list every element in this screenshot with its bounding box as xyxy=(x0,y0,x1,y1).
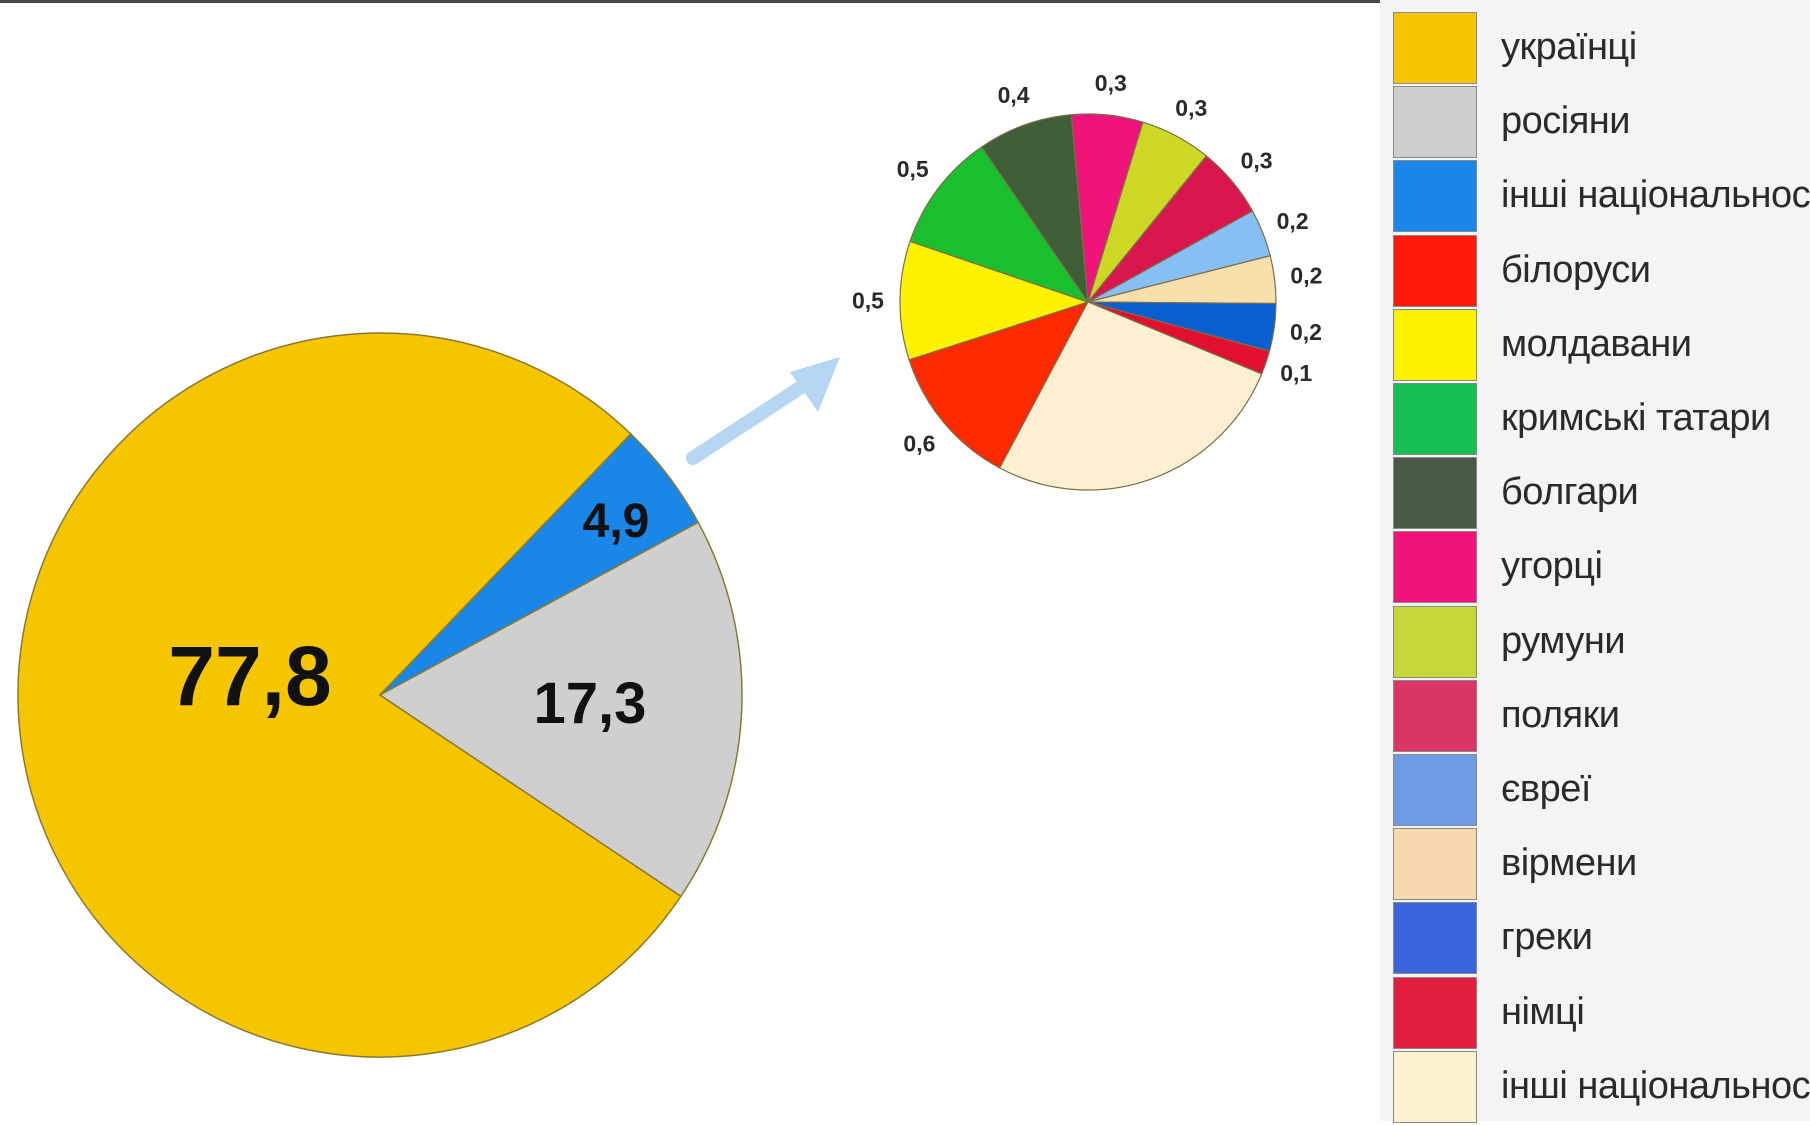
detail-value-label-кримські-татари: 0,5 xyxy=(897,156,929,182)
legend-item: болгари xyxy=(1393,457,1810,531)
legend-label: кримські татари xyxy=(1501,397,1771,439)
legend-item: греки xyxy=(1393,902,1810,976)
detail-value-label-євреї: 0,2 xyxy=(1277,208,1309,234)
detail-slice-кримські-татари xyxy=(909,146,1090,304)
legend-item: кримські татари xyxy=(1393,383,1810,457)
main-value-label-росіяни: 17,3 xyxy=(534,671,647,736)
legend-swatch xyxy=(1393,308,1477,381)
legend-swatch xyxy=(1393,86,1477,159)
detail-value-label-болгари: 0,4 xyxy=(998,82,1030,108)
legend-item: українці xyxy=(1393,12,1810,86)
detail-value-label-німці: 0,1 xyxy=(1280,360,1312,386)
main-slice-українці xyxy=(17,332,682,1058)
legend-swatch xyxy=(1393,12,1477,84)
legend-label: німці xyxy=(1501,990,1585,1033)
legend-swatch xyxy=(1393,457,1477,530)
legend-swatch xyxy=(1393,160,1477,233)
arrow-shaft xyxy=(686,373,819,465)
legend-item: німці xyxy=(1393,976,1810,1051)
detail-value-label-угорці: 0,3 xyxy=(1095,70,1127,96)
main-slice-інші-національності xyxy=(379,432,700,696)
legend-label: євреї xyxy=(1501,768,1591,810)
legend-swatch xyxy=(1393,383,1477,455)
legend-item: білоруси xyxy=(1393,234,1810,309)
main-pie: 77,8 17,3 4,9 xyxy=(17,332,743,1058)
legend-label: болгари xyxy=(1501,471,1639,514)
legend-item: росіяни xyxy=(1393,86,1810,160)
legend-item: молдавани xyxy=(1393,308,1810,383)
connector-arrow xyxy=(686,357,840,465)
detail-value-label-молдавани: 0,5 xyxy=(852,287,884,313)
detail-slice-білоруси xyxy=(908,300,1090,469)
main-value-label-інші-національності: 4,9 xyxy=(583,495,650,548)
top-border xyxy=(0,0,1810,3)
legend-swatch xyxy=(1393,605,1477,678)
chart-canvas: 77,8 17,34,9 0,60,50,50,4 0,30,30,30,20,20… xyxy=(17,70,1322,1058)
detail-value-label-білоруси: 0,6 xyxy=(903,430,935,456)
legend-label: молдавани xyxy=(1501,322,1692,365)
detail-value-label-поляки: 0,3 xyxy=(1241,148,1273,174)
legend-item: інші національності xyxy=(1393,1050,1810,1125)
detail-pie: 0,6 0,5 0,5 0,4 0,3 0,3 0,3 0,2 0,2 0,2 0,1 xyxy=(852,70,1322,491)
legend-item: інші національності xyxy=(1393,160,1810,234)
legend-item: поляки xyxy=(1393,679,1810,754)
legend-label: українці xyxy=(1501,26,1637,68)
legend-swatch xyxy=(1393,754,1477,826)
legend-swatch xyxy=(1393,234,1477,307)
legend-item: румуни xyxy=(1393,605,1810,680)
legend-item: угорці xyxy=(1393,531,1810,605)
legend-swatch xyxy=(1393,976,1477,1049)
arrow-head xyxy=(790,357,840,412)
legend-label: інші національності xyxy=(1501,174,1810,217)
legend-swatch xyxy=(1393,1050,1477,1123)
legend-swatch xyxy=(1393,902,1477,975)
legend-label: румуни xyxy=(1501,619,1626,662)
legend-item: євреї xyxy=(1393,754,1810,828)
legend-label: поляки xyxy=(1501,693,1620,736)
legend-swatch xyxy=(1393,828,1477,901)
legend-label: інші національності xyxy=(1501,1064,1810,1107)
legend-label: угорці xyxy=(1501,545,1603,588)
legend-label: росіяни xyxy=(1501,100,1631,143)
legend-swatch xyxy=(1393,531,1477,604)
legend-label: вірмени xyxy=(1501,842,1637,885)
legend-label: білоруси xyxy=(1501,248,1651,291)
detail-value-label-вірмени: 0,2 xyxy=(1290,263,1322,289)
legend-item: вірмени xyxy=(1393,828,1810,902)
detail-value-label-румуни: 0,3 xyxy=(1175,95,1207,121)
main-slice-росіяни xyxy=(378,521,743,898)
main-value-label-українці: 77,8 xyxy=(168,629,332,723)
detail-value-label-греки: 0,2 xyxy=(1290,319,1322,345)
detail-slice-молдавани xyxy=(899,240,1090,361)
detail-slice-інші-національності xyxy=(998,301,1263,491)
legend-swatch xyxy=(1393,679,1477,752)
legend-label: греки xyxy=(1501,916,1593,959)
detail-slice-болгари xyxy=(980,114,1089,305)
